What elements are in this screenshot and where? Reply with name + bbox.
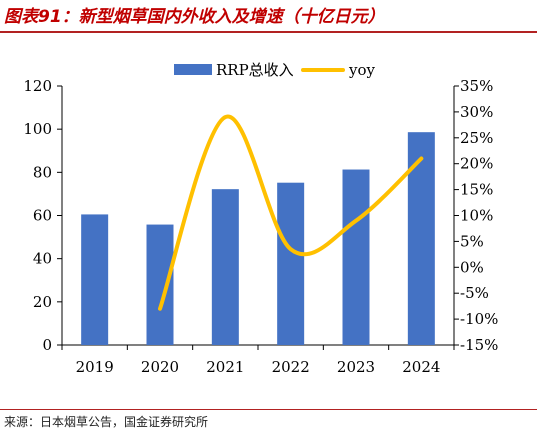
right-axis-tick-label: 35% bbox=[460, 77, 493, 95]
legend-swatch-rrp bbox=[174, 64, 212, 75]
left-axis-tick-label: 40 bbox=[33, 250, 52, 268]
bar-rrp bbox=[211, 189, 239, 345]
left-axis-tick-label: 60 bbox=[33, 207, 52, 225]
right-axis-tick-label: 5% bbox=[460, 232, 484, 250]
x-axis-tick-label: 2024 bbox=[402, 358, 440, 376]
bar-rrp bbox=[407, 132, 435, 345]
right-axis-tick-label: 30% bbox=[460, 103, 493, 121]
x-axis-tick-label: 2023 bbox=[337, 358, 375, 376]
bar-rrp bbox=[277, 182, 305, 345]
right-axis-tick-label: 25% bbox=[460, 129, 493, 147]
right-axis-tick-label: 10% bbox=[460, 207, 493, 225]
legend-label-rrp: RRP总收入 bbox=[216, 61, 294, 79]
x-axis-tick-label: 2021 bbox=[206, 358, 244, 376]
x-axis-tick-label: 2019 bbox=[76, 358, 114, 376]
line-yoy bbox=[158, 114, 424, 311]
left-axis-tick-label: 20 bbox=[33, 293, 52, 311]
x-axis-tick-label: 2020 bbox=[141, 358, 179, 376]
bar-rrp bbox=[146, 224, 174, 345]
bar-rrp bbox=[342, 169, 370, 345]
left-axis-tick-label: 100 bbox=[23, 120, 52, 138]
right-axis-tick-label: -15% bbox=[460, 336, 498, 354]
right-axis-tick-label: -5% bbox=[460, 284, 489, 302]
left-axis-tick-label: 0 bbox=[42, 336, 52, 354]
left-axis-tick-label: 80 bbox=[33, 163, 52, 181]
right-axis-tick-label: 20% bbox=[460, 155, 493, 173]
left-axis-tick-label: 120 bbox=[23, 77, 52, 95]
right-axis-tick-label: 0% bbox=[460, 258, 484, 276]
chart-title: 图表91：新型烟草国内外收入及增速（十亿日元） bbox=[4, 7, 385, 27]
right-axis-tick-label: -10% bbox=[460, 310, 498, 328]
right-axis-tick-label: 15% bbox=[460, 181, 493, 199]
footer-divider bbox=[0, 409, 537, 410]
source-note: 来源：日本烟草公告，国金证券研究所 bbox=[4, 415, 209, 429]
x-axis-tick-label: 2022 bbox=[272, 358, 310, 376]
legend-label-yoy: yoy bbox=[348, 61, 376, 79]
bar-rrp bbox=[81, 214, 109, 345]
title-divider bbox=[0, 31, 537, 33]
